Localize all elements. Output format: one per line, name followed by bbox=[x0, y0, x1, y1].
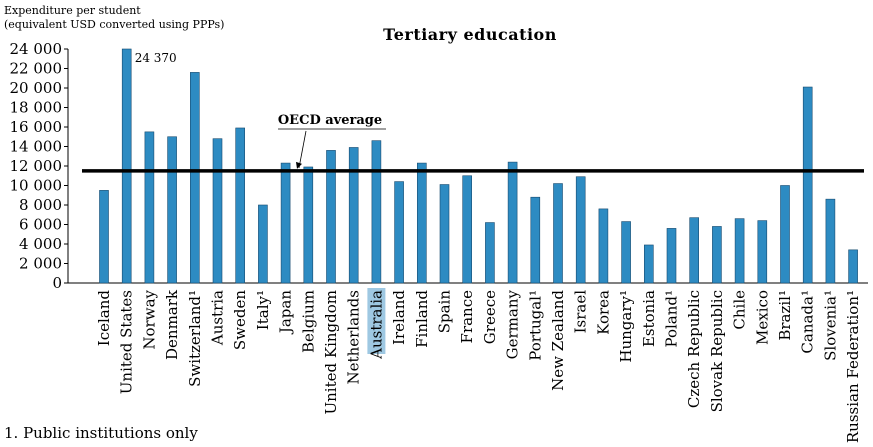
bar-netherlands bbox=[348, 147, 359, 284]
y-tick-label: 16 000 bbox=[10, 118, 63, 136]
oecd-average-arrowhead bbox=[296, 161, 302, 169]
x-label-ireland: Ireland bbox=[390, 290, 408, 345]
x-label-italy: Italy¹ bbox=[254, 290, 272, 330]
y-tick-label: 6 000 bbox=[19, 216, 62, 234]
bar-norway bbox=[144, 131, 155, 284]
bar-israel bbox=[575, 176, 586, 284]
x-label-hungary: Hungary¹ bbox=[617, 290, 635, 363]
y-tick-label: 22 000 bbox=[10, 60, 63, 78]
bar-germany bbox=[507, 161, 518, 284]
y-tick-label: 20 000 bbox=[10, 79, 63, 97]
x-label-norway: Norway bbox=[140, 289, 158, 349]
x-label-greece: Greece bbox=[481, 290, 499, 344]
x-label-united-kingdom: United Kingdom bbox=[322, 290, 340, 415]
x-label-united-states: United States bbox=[118, 290, 136, 394]
data-label-united-states: 24 370 bbox=[135, 51, 177, 65]
x-label-belgium: Belgium bbox=[299, 290, 317, 353]
x-label-france: France bbox=[458, 290, 476, 344]
y-tick-label: 0 bbox=[52, 274, 62, 292]
y-tick-label: 14 000 bbox=[10, 138, 63, 156]
x-label-switzerland: Switzerland¹ bbox=[186, 290, 204, 387]
bar-japan bbox=[280, 162, 291, 284]
y-tick-label: 24 000 bbox=[10, 40, 63, 58]
bar-czech-republic bbox=[689, 217, 700, 284]
x-label-australia: Australia bbox=[367, 290, 385, 360]
bar-united-states bbox=[121, 48, 132, 284]
bar-new-zealand bbox=[553, 183, 563, 284]
x-label-portugal: Portugal¹ bbox=[526, 290, 544, 361]
chart-title: Tertiary education bbox=[383, 25, 557, 44]
bar-finland bbox=[416, 162, 427, 284]
x-label-sweden: Sweden bbox=[231, 290, 249, 350]
x-label-denmark: Denmark bbox=[163, 289, 181, 360]
bar-spain bbox=[439, 184, 450, 284]
x-label-mexico: Mexico bbox=[753, 290, 771, 345]
x-label-new-zealand: New Zealand bbox=[549, 290, 567, 391]
x-label-japan: Japan bbox=[277, 290, 295, 336]
x-label-slovak-republic: Slovak Republic bbox=[708, 290, 726, 412]
x-label-slovenia: Slovenia¹ bbox=[821, 290, 839, 361]
bar-france bbox=[462, 175, 473, 284]
bar-denmark bbox=[167, 136, 177, 284]
y-tick-label: 12 000 bbox=[10, 157, 63, 175]
bar-canada bbox=[802, 86, 813, 284]
bar-greece bbox=[485, 222, 495, 284]
bar-slovak-republic bbox=[712, 226, 722, 284]
y-tick-label: 18 000 bbox=[10, 99, 63, 117]
oecd-average-label: OECD average bbox=[278, 113, 382, 128]
x-label-russian-federation: Russian Federation¹ bbox=[844, 290, 862, 443]
x-label-finland: Finland bbox=[413, 290, 431, 348]
x-label-netherlands: Netherlands bbox=[345, 290, 363, 384]
x-label-austria: Austria bbox=[209, 290, 227, 346]
bar-switzerland bbox=[190, 72, 200, 284]
footnote: 1. Public institutions only bbox=[4, 424, 198, 442]
x-label-czech-republic: Czech Republic bbox=[685, 290, 703, 408]
oecd-average-leader-arrow bbox=[298, 130, 307, 168]
x-label-korea: Korea bbox=[594, 290, 612, 335]
x-label-poland: Poland¹ bbox=[663, 290, 681, 348]
y-tick-label: 2 000 bbox=[19, 255, 62, 273]
x-label-iceland: Iceland bbox=[95, 290, 113, 347]
bar-italy bbox=[258, 204, 268, 284]
x-label-israel: Israel bbox=[572, 290, 590, 334]
highlight-label-background bbox=[367, 288, 386, 354]
x-label-brazil: Brazil¹ bbox=[776, 290, 794, 341]
y-axis-title-line-2: (equivalent USD converted using PPPs) bbox=[4, 18, 225, 31]
bar-portugal bbox=[530, 196, 541, 284]
bar-hungary bbox=[621, 221, 631, 284]
bar-brazil bbox=[780, 185, 790, 284]
x-label-chile: Chile bbox=[731, 290, 749, 330]
x-label-canada: Canada¹ bbox=[799, 290, 817, 354]
y-tick-label: 4 000 bbox=[19, 235, 62, 253]
bar-slovenia bbox=[825, 198, 836, 284]
x-label-spain: Spain bbox=[436, 290, 454, 334]
bar-russian-federation bbox=[848, 249, 858, 284]
bar-ireland bbox=[394, 181, 404, 284]
bar-austria bbox=[212, 138, 223, 284]
bar-belgium bbox=[303, 166, 314, 284]
bar-australia bbox=[371, 140, 382, 284]
bar-chile bbox=[734, 218, 745, 284]
bar-mexico bbox=[757, 220, 768, 284]
bar-estonia bbox=[643, 244, 654, 284]
y-tick-label: 10 000 bbox=[10, 177, 63, 195]
bar-sweden bbox=[235, 127, 245, 284]
y-tick-label: 8 000 bbox=[19, 196, 62, 214]
bar-poland bbox=[666, 228, 677, 284]
x-label-estonia: Estonia bbox=[640, 290, 658, 347]
x-label-germany: Germany bbox=[504, 289, 522, 359]
bar-iceland bbox=[99, 190, 109, 284]
y-axis-title-line-1: Expenditure per student bbox=[4, 4, 141, 17]
bar-united-kingdom bbox=[326, 150, 336, 284]
bar-korea bbox=[598, 208, 609, 284]
